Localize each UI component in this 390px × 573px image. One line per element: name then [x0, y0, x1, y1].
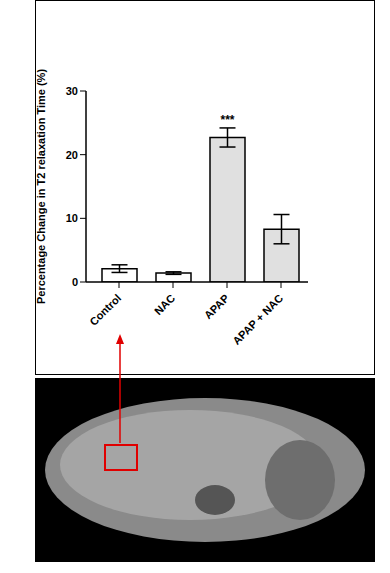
svg-text:NAC: NAC	[152, 292, 177, 317]
svg-text:Control: Control	[87, 292, 123, 328]
svg-text:Percentage Change in T2 relaxa: Percentage Change in T2 relaxation Time …	[36, 69, 47, 304]
svg-text:***: ***	[220, 113, 234, 127]
svg-text:20: 20	[66, 149, 78, 161]
svg-text:30: 30	[66, 85, 78, 97]
svg-text:10: 10	[66, 212, 78, 224]
svg-text:APAP + NAC: APAP + NAC	[230, 292, 285, 347]
svg-text:APAP: APAP	[202, 292, 232, 322]
svg-text:0: 0	[72, 276, 78, 288]
